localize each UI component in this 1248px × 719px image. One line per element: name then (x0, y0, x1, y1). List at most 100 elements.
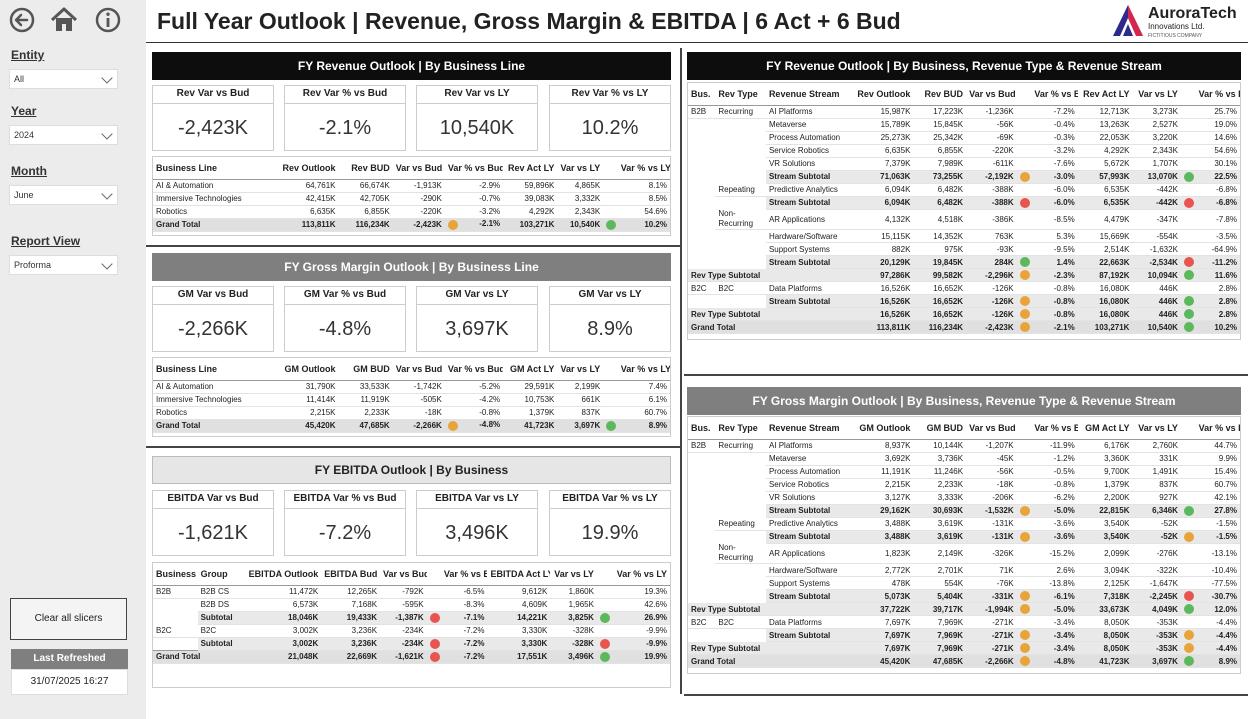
grand-total-row[interactable]: Grand Total 45,420K 47,685K -2,266K -4.8% 41,… (153, 418, 670, 433)
column-header[interactable]: Var % vs Bud (1031, 83, 1078, 106)
entity-dropdown[interactable]: All (9, 69, 118, 89)
table-row[interactable]: Repeating Predictive Analytics 6,094K 6,482… (688, 183, 1240, 197)
table-row[interactable]: Metaverse 3,692K 3,736K -45K -1.2% 3,360K 331K… (688, 452, 1240, 466)
table-row[interactable]: Process Automation 25,273K 25,342K -69K -0.3… (688, 131, 1240, 145)
subtotal-row[interactable]: Stream Subtotal 71,063K 73,255K -2,192K -3.0… (688, 170, 1240, 184)
table-row[interactable]: Robotics 2,215K 2,233K -18K -0.8% 1,379K 837K 6… (153, 406, 670, 420)
subtotal-row[interactable]: Rev Type Subtotal 37,722K 39,717K -1,994K -5… (688, 602, 1240, 616)
table-row[interactable]: Hardware/Software 15,115K 14,352K 763K 5.3% 1… (688, 229, 1240, 243)
table-row[interactable]: VR Solutions 3,127K 3,333K -206K -6.2% 2,200K… (688, 491, 1240, 505)
column-header[interactable]: GM Act LY (503, 358, 558, 381)
column-header[interactable]: Var vs Bud (380, 563, 427, 586)
year-dropdown[interactable]: 2024 (9, 125, 118, 145)
table-row[interactable]: Immersive Technologies 11,414K 11,919K -505… (153, 393, 670, 407)
column-header[interactable]: EBITDA Act LY (487, 563, 551, 586)
table-row[interactable]: B2B Recurring AI Platforms 8,937K 10,144K -1,… (688, 439, 1240, 453)
column-header[interactable]: Var % vs Bud (440, 563, 488, 586)
column-header[interactable]: Bus. (688, 83, 716, 106)
grand-total-row[interactable]: Grand Total 113,811K 116,234K -2,423K -2.1% 1… (153, 217, 670, 232)
column-header[interactable]: Var vs Bud (392, 358, 445, 381)
subtotal-row[interactable]: Subtotal 3,002K 3,236K -234K -7.2% 3,330K -328… (153, 637, 670, 651)
column-header[interactable]: Bus. (688, 417, 716, 440)
table-row[interactable]: AI & Automation 64,761K 66,674K -1,913K -2.9… (153, 179, 670, 193)
column-header[interactable]: EBITDA Bud (321, 563, 381, 586)
grand-total-row[interactable]: Grand Total 113,811K 116,234K -2,423K -2.1% 1… (688, 320, 1240, 334)
column-header[interactable]: GM Act LY (1077, 417, 1133, 440)
column-header[interactable]: Rev Outlook (854, 83, 914, 106)
column-header[interactable]: Var % vs LY (617, 157, 670, 180)
column-header[interactable]: Var vs Bud (392, 157, 445, 180)
table-row[interactable]: Robotics 6,635K 6,855K -220K -3.2% 4,292K 2,34… (153, 205, 670, 219)
subtotal-row[interactable]: Stream Subtotal 3,488K 3,619K -131K -3.6% 3,5… (688, 530, 1240, 544)
column-header[interactable]: Var % vs Bud (444, 358, 504, 381)
column-header[interactable]: Business (153, 563, 198, 586)
table-row[interactable]: B2C B2C 3,002K 3,236K -234K -7.2% 3,330K -328K -… (153, 624, 670, 638)
column-header[interactable]: Var % vs LY (611, 563, 670, 586)
table-row[interactable]: Non- Recurring AR Applications 1,823K 2,149… (688, 543, 1240, 564)
clear-slicers-button[interactable]: Clear all slicers (10, 598, 127, 640)
table-row[interactable]: Metaverse 15,789K 15,845K -56K -0.4% 13,263K 2… (688, 118, 1240, 132)
table-row[interactable]: Support Systems 882K 975K -93K -9.5% 2,514K -1… (688, 242, 1240, 256)
subtotal-row[interactable]: Rev Type Subtotal 16,526K 16,652K -126K -0.8… (688, 307, 1240, 321)
subtotal-row[interactable]: Stream Subtotal 16,526K 16,652K -126K -0.8% 1… (688, 294, 1240, 308)
table-row[interactable]: VR Solutions 7,379K 7,989K -611K -7.6% 5,672K… (688, 157, 1240, 171)
column-header[interactable]: Group (197, 563, 241, 586)
table-row[interactable]: B2B Recurring AI Platforms 15,987K 17,223K -1… (688, 105, 1240, 119)
table-row[interactable]: Support Systems 478K 554K -76K -13.8% 2,125K -… (688, 576, 1240, 590)
subtotal-row[interactable]: Stream Subtotal 6,094K 6,482K -388K -6.0% 6,5… (688, 196, 1240, 210)
table-row[interactable]: B2C B2C Data Platforms 7,697K 7,969K -271K -3.… (688, 615, 1240, 629)
table-row[interactable]: Immersive Technologies 42,415K 42,705K -290… (153, 192, 670, 206)
back-arrow-icon[interactable] (8, 6, 36, 34)
subtotal-row[interactable]: Stream Subtotal 5,073K 5,404K -331K -6.1% 7,3… (688, 589, 1240, 603)
column-header[interactable]: Var vs LY (1132, 83, 1181, 106)
subtotal-row[interactable]: Rev Type Subtotal 7,697K 7,969K -271K -3.4% 8… (688, 641, 1240, 655)
column-header[interactable]: GM Outlook (854, 417, 914, 440)
column-header[interactable]: Rev Type (715, 83, 766, 106)
column-header[interactable]: Var % vs LY (617, 358, 670, 381)
table-row[interactable]: B2C B2C Data Platforms 16,526K 16,652K -126K -… (688, 281, 1240, 295)
column-header[interactable]: Var vs LY (550, 563, 597, 586)
grand-total-row[interactable]: Grand Total 45,420K 47,685K -2,266K -4.8% 41,… (688, 654, 1240, 668)
subtotal-row[interactable]: Rev Type Subtotal 97,286K 99,582K -2,296K -2… (688, 268, 1240, 282)
column-header[interactable]: Var % vs LY (1195, 83, 1240, 106)
subtotal-row[interactable]: Stream Subtotal 29,162K 30,693K -1,532K -5.0… (688, 504, 1240, 518)
column-header[interactable]: Var % vs LY (1195, 417, 1240, 440)
subtotal-row[interactable]: Stream Subtotal 7,697K 7,969K -271K -3.4% 8,0… (688, 628, 1240, 642)
column-header[interactable]: Rev BUD (338, 157, 393, 180)
home-icon[interactable] (50, 6, 78, 34)
column-header[interactable]: Var % vs Bud (444, 157, 504, 180)
table-row[interactable]: Service Robotics 2,215K 2,233K -18K -0.8% 1,3… (688, 478, 1240, 492)
table-row[interactable]: Service Robotics 6,635K 6,855K -220K -3.2% 4,… (688, 144, 1240, 158)
subtotal-row[interactable]: Subtotal 18,046K 19,433K -1,387K -7.1% 14,221… (153, 611, 670, 625)
subtotal-row[interactable]: Stream Subtotal 20,129K 19,845K 284K 1.4% 22,… (688, 255, 1240, 269)
column-header[interactable]: EBITDA Outlook (240, 563, 322, 586)
column-header[interactable]: Revenue Stream (765, 417, 855, 440)
table-row[interactable]: B2B DS 6,573K 7,168K -595K -8.3% 4,609K 1,965K… (153, 598, 670, 612)
column-header[interactable]: Rev Type (715, 417, 766, 440)
column-header[interactable]: Rev Act LY (503, 157, 558, 180)
column-header[interactable]: GM BUD (338, 358, 393, 381)
table-row[interactable]: Hardware/Software 2,772K 2,701K 71K 2.6% 3,09… (688, 563, 1240, 577)
column-header[interactable]: Var % vs Bud (1031, 417, 1078, 440)
grand-total-row[interactable]: Grand Total 21,048K 22,669K -1,621K -7.2% 17,… (153, 649, 670, 664)
table-row[interactable]: Process Automation 11,191K 11,246K -56K -0.5… (688, 465, 1240, 479)
column-header[interactable]: Rev Act LY (1077, 83, 1133, 106)
report-view-dropdown[interactable]: Proforma (9, 255, 118, 275)
column-header[interactable]: Rev Outlook (275, 157, 339, 180)
column-header[interactable]: Var vs Bud (966, 83, 1017, 106)
column-header[interactable]: Rev BUD (913, 83, 967, 106)
month-dropdown[interactable]: June (9, 185, 118, 205)
column-header[interactable]: GM BUD (913, 417, 967, 440)
column-header[interactable]: Var vs LY (557, 157, 604, 180)
table-row[interactable]: B2B B2B CS 11,472K 12,265K -792K -6.5% 9,612K 1… (153, 585, 670, 599)
table-row[interactable]: AI & Automation 31,790K 33,533K -1,742K -5.2… (153, 380, 670, 394)
table-row[interactable]: Non- Recurring AR Applications 4,132K 4,518… (688, 209, 1240, 230)
column-header[interactable]: Var vs LY (557, 358, 604, 381)
column-header[interactable]: Business Line (153, 358, 276, 381)
table-row[interactable]: Repeating Predictive Analytics 3,488K 3,619… (688, 517, 1240, 531)
column-header[interactable]: Business Line (153, 157, 276, 180)
column-header[interactable]: Revenue Stream (765, 83, 855, 106)
column-header[interactable]: Var vs LY (1132, 417, 1181, 440)
column-header[interactable]: GM Outlook (275, 358, 339, 381)
column-header[interactable]: Var vs Bud (966, 417, 1017, 440)
